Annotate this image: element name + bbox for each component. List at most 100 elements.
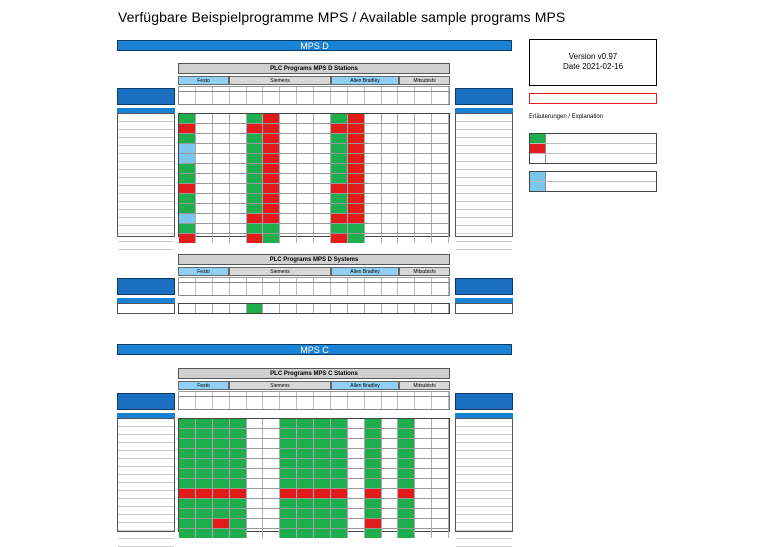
status-cell <box>398 204 416 213</box>
list-item <box>456 202 512 210</box>
status-cell <box>398 164 416 173</box>
status-cell <box>432 529 449 538</box>
status-cell <box>398 114 416 123</box>
status-cell <box>297 529 314 538</box>
status-cell <box>314 134 331 143</box>
status-cell <box>314 144 331 153</box>
status-cell <box>382 469 399 478</box>
status-cell <box>347 134 365 143</box>
grid-row <box>179 154 449 164</box>
status-cell <box>364 449 382 458</box>
status-cell <box>415 479 433 488</box>
status-cell <box>432 469 449 478</box>
grid-row <box>179 214 449 224</box>
status-cell <box>415 204 433 213</box>
status-cell <box>415 234 433 243</box>
status-cell <box>415 304 433 313</box>
status-cell <box>364 529 382 538</box>
status-cell <box>364 439 382 448</box>
status-cell <box>398 124 416 133</box>
status-cell <box>330 429 348 438</box>
status-cell <box>195 509 213 518</box>
status-cell <box>263 489 281 498</box>
status-cell <box>330 184 348 193</box>
status-cell <box>314 234 331 243</box>
status-cell <box>196 154 213 163</box>
status-cell <box>415 174 433 183</box>
status-cell <box>415 164 433 173</box>
status-cell <box>415 194 433 203</box>
status-cell <box>364 499 382 508</box>
status-cell <box>212 469 230 478</box>
status-cell <box>212 439 230 448</box>
status-cell <box>415 529 433 538</box>
left-station-list <box>117 113 175 250</box>
status-cell <box>195 419 213 428</box>
list-item <box>118 138 174 146</box>
vendor-allen-bradley-2: Allen Bradley <box>331 267 399 276</box>
status-cell <box>398 509 416 518</box>
status-cell <box>432 124 449 133</box>
status-cell <box>398 194 416 203</box>
status-cell <box>432 509 449 518</box>
status-cell <box>179 304 196 313</box>
list-item <box>118 483 174 491</box>
status-cell <box>247 479 264 488</box>
status-cell <box>280 439 298 448</box>
status-cell <box>398 419 416 428</box>
status-cell <box>314 449 331 458</box>
grid-row <box>179 174 449 184</box>
list-item <box>118 443 174 451</box>
status-cell <box>330 459 348 468</box>
status-cell <box>365 124 382 133</box>
status-cell <box>432 114 449 123</box>
right-header-box <box>455 88 513 105</box>
status-cell <box>213 164 230 173</box>
status-cell <box>246 134 264 143</box>
grid-row <box>179 499 449 509</box>
legend-row-white <box>530 154 656 163</box>
status-cell <box>364 519 382 528</box>
status-cell <box>212 509 230 518</box>
vendor-festo: Festo <box>178 76 229 85</box>
status-cell <box>263 449 281 458</box>
list-item <box>456 459 512 467</box>
status-cell <box>382 224 399 233</box>
status-cell <box>398 224 416 233</box>
status-cell <box>398 459 416 468</box>
status-cell <box>230 124 247 133</box>
status-cell <box>213 124 230 133</box>
grid-row <box>179 304 449 313</box>
status-cell <box>364 509 382 518</box>
status-cell <box>314 509 331 518</box>
status-cell <box>297 164 314 173</box>
list-item <box>118 475 174 483</box>
list-item <box>456 242 512 250</box>
status-cell <box>229 499 247 508</box>
status-cell <box>415 154 433 163</box>
status-cell <box>229 469 247 478</box>
status-cell <box>297 449 314 458</box>
status-cell <box>297 174 314 183</box>
status-cell <box>230 194 247 203</box>
status-cell <box>213 204 230 213</box>
status-cell <box>213 154 230 163</box>
grid-row <box>179 224 449 234</box>
status-cell <box>280 224 298 233</box>
status-cell <box>280 519 298 528</box>
status-cell <box>297 479 314 488</box>
status-cell <box>196 204 213 213</box>
status-cell <box>398 144 416 153</box>
status-cell <box>179 429 196 438</box>
status-cell <box>398 174 416 183</box>
status-cell <box>348 439 365 448</box>
status-cell <box>365 144 382 153</box>
list-item <box>456 194 512 202</box>
status-cell <box>365 184 382 193</box>
list-item <box>456 531 512 539</box>
status-cell <box>263 529 281 538</box>
status-cell <box>179 144 196 153</box>
status-cell <box>246 144 264 153</box>
status-cell <box>212 499 230 508</box>
left-header-box-3 <box>117 393 175 410</box>
